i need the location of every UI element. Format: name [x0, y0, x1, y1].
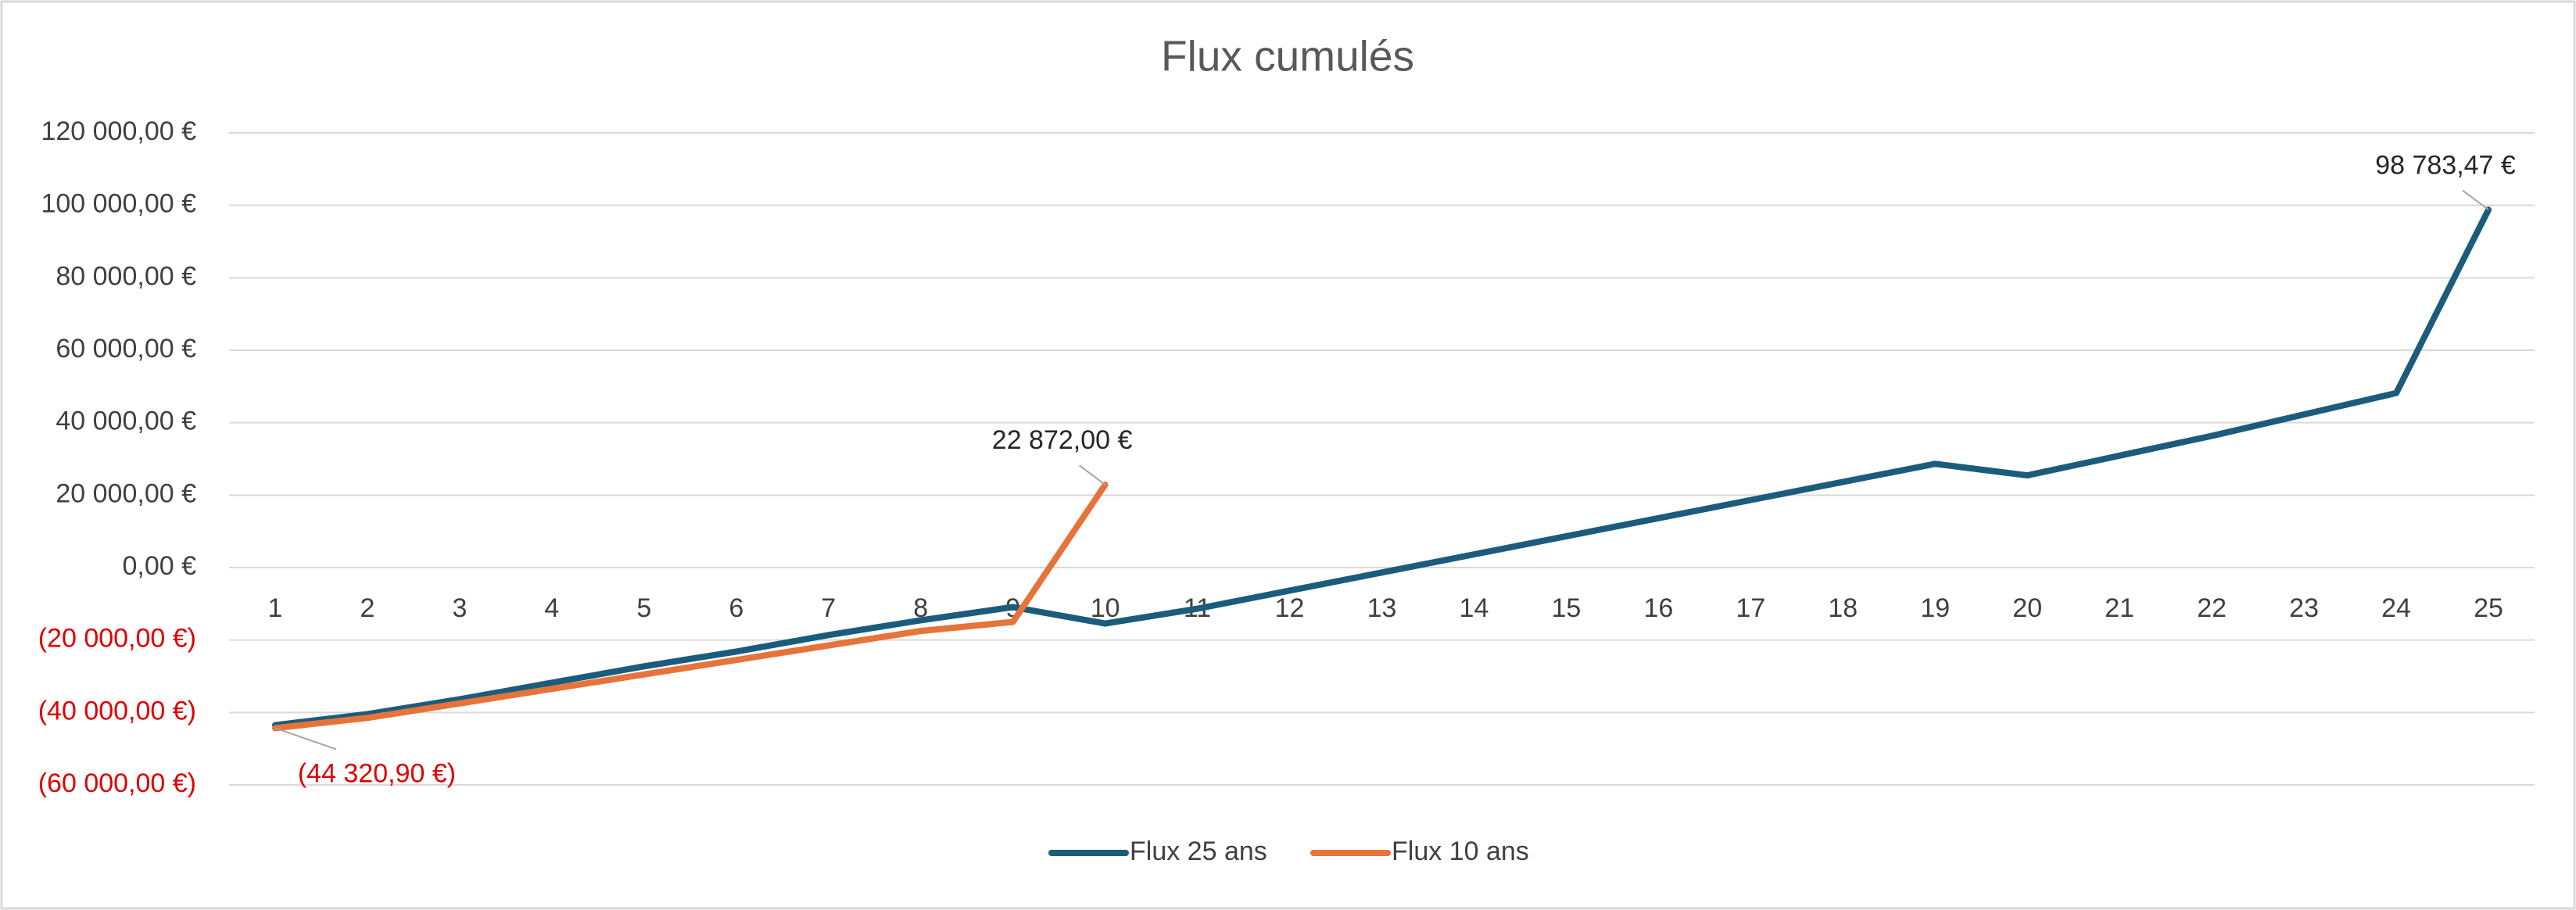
x-tick-label: 19	[1920, 593, 1950, 623]
legend-label: Flux 10 ans	[1392, 837, 1529, 866]
series-line	[271, 206, 2492, 729]
x-tick-label: 17	[1736, 593, 1765, 623]
y-tick-label: 100 000,00 €	[41, 189, 196, 219]
legend-label: Flux 25 ans	[1130, 837, 1267, 866]
x-tick-label: 3	[452, 593, 467, 623]
y-tick-label: 120 000,00 €	[41, 116, 196, 146]
x-tick-label: 21	[2105, 593, 2134, 623]
x-tick-label: 15	[1552, 593, 1582, 623]
x-tick-label: 7	[821, 593, 836, 623]
x-tick-label: 23	[2289, 593, 2319, 623]
x-tick-label: 10	[1091, 593, 1120, 623]
x-tick-label: 12	[1275, 593, 1305, 623]
data-label: 98 783,47 €	[2375, 150, 2516, 180]
y-tick-label: 60 000,00 €	[56, 334, 196, 364]
x-tick-label: 2	[360, 593, 374, 623]
x-tick-label: 13	[1367, 593, 1397, 623]
y-tick-label: 40 000,00 €	[56, 407, 196, 436]
x-tick-label: 6	[729, 593, 743, 623]
x-tick-label: 1	[268, 593, 283, 623]
x-tick-label: 20	[2012, 593, 2042, 623]
x-tick-label: 18	[1828, 593, 1858, 623]
y-tick-label: 0,00 €	[122, 551, 196, 581]
y-tick-label: (20 000,00 €)	[38, 624, 196, 654]
x-tick-label: 22	[2197, 593, 2227, 623]
data-label: (44 320,90 €)	[298, 758, 456, 788]
chart-title: Flux cumulés	[1161, 32, 1414, 81]
y-tick-label: (60 000,00 €)	[38, 768, 196, 798]
x-tick-label: 4	[544, 593, 559, 623]
leader-line	[1079, 464, 1106, 485]
x-tick-label: 14	[1460, 593, 1489, 623]
leader-line	[2462, 189, 2489, 211]
x-tick-label: 25	[2474, 593, 2503, 623]
x-tick-label: 24	[2381, 593, 2411, 623]
x-tick-label: 8	[913, 593, 928, 623]
y-tick-label: 20 000,00 €	[56, 478, 196, 508]
x-tick-label: 5	[636, 593, 651, 623]
series-line	[271, 482, 1109, 732]
y-tick-label: 80 000,00 €	[56, 261, 196, 291]
data-label: 22 872,00 €	[992, 425, 1133, 455]
x-tick-label: 16	[1643, 593, 1673, 623]
y-tick-label: (40 000,00 €)	[38, 696, 196, 725]
leader-line	[274, 727, 337, 751]
